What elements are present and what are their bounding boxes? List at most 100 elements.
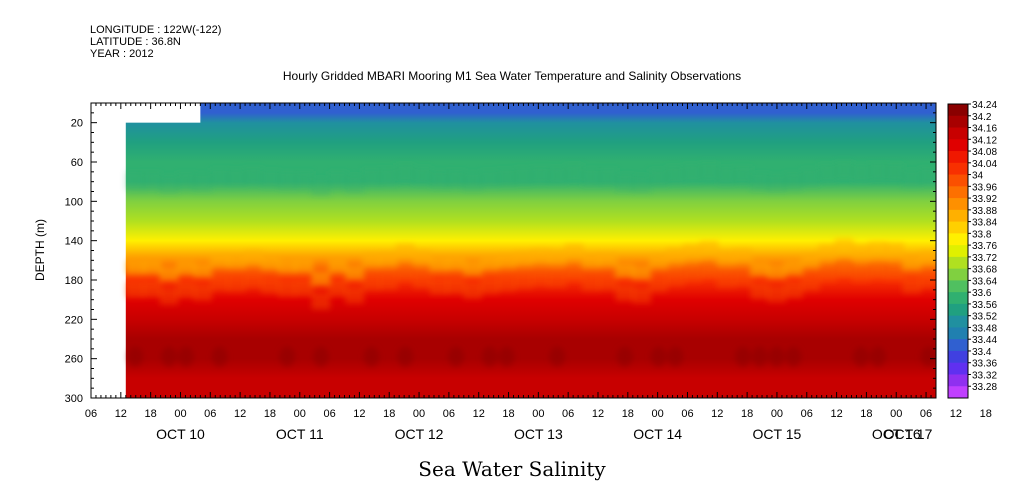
x-hour-tick-label: 06 bbox=[801, 408, 813, 420]
colorbar-label: 33.68 bbox=[972, 265, 997, 276]
colorbar-swatch bbox=[948, 186, 968, 199]
colorbar-label: 33.52 bbox=[972, 312, 997, 323]
colorbar-swatch bbox=[948, 280, 968, 293]
colorbar-swatch bbox=[948, 350, 968, 364]
x-hour-tick-label: 12 bbox=[353, 408, 365, 420]
y-tick-label: 300 bbox=[65, 393, 83, 405]
colorbar-label: 33.72 bbox=[972, 253, 997, 264]
x-hour-tick-label: 18 bbox=[264, 408, 276, 420]
x-hour-tick-label: 12 bbox=[115, 408, 127, 420]
x-hour-tick-label: 18 bbox=[741, 408, 753, 420]
x-hour-tick-label: 12 bbox=[711, 408, 723, 420]
colorbar-swatch bbox=[948, 174, 968, 187]
colorbar-swatch bbox=[948, 256, 968, 270]
y-tick-label: 140 bbox=[65, 236, 83, 248]
colorbar-label: 33.32 bbox=[972, 370, 997, 381]
colorbar-label: 33.96 bbox=[972, 182, 997, 193]
x-hour-tick-label: 06 bbox=[681, 408, 693, 420]
colorbar-swatch bbox=[948, 362, 968, 375]
y-axis: 20 60 100 140 180 220 260 300 bbox=[65, 102, 936, 405]
colorbar-swatch bbox=[948, 315, 968, 328]
x-day-label: OCT 10 bbox=[156, 426, 205, 442]
colorbar-swatch bbox=[948, 292, 968, 305]
colorbar-swatch bbox=[948, 327, 968, 340]
colorbar-label: 33.36 bbox=[972, 359, 997, 370]
colorbar-swatch bbox=[948, 268, 968, 281]
colorbar-swatch bbox=[948, 245, 968, 258]
x-day-label: OCT 12 bbox=[395, 426, 444, 442]
colorbar-swatch bbox=[948, 162, 968, 176]
colorbar-swatch bbox=[948, 151, 968, 164]
x-hour-tick-label: 00 bbox=[652, 408, 664, 420]
latitude-label: LATITUDE : 36.8N bbox=[90, 36, 181, 48]
x-hour-tick-label: 12 bbox=[950, 408, 962, 420]
colorbar-swatch bbox=[948, 386, 968, 399]
colorbar-swatch bbox=[948, 339, 968, 352]
x-hour-tick-label: 18 bbox=[502, 408, 514, 420]
x-hour-tick-label: 18 bbox=[860, 408, 872, 420]
x-hour-tick-label: 00 bbox=[532, 408, 544, 420]
missing-data-area bbox=[124, 103, 201, 123]
y-axis-label: DEPTH (m) bbox=[33, 219, 47, 281]
colorbar-label: 33.64 bbox=[972, 276, 997, 287]
x-day-label: OCT 13 bbox=[514, 426, 563, 442]
year-label: YEAR : 2012 bbox=[90, 48, 154, 60]
colorbar-label: 33.88 bbox=[972, 206, 997, 217]
x-day-label: OCT 14 bbox=[633, 426, 682, 442]
x-hour-tick-label: 00 bbox=[771, 408, 783, 420]
colorbar-swatch bbox=[948, 198, 968, 211]
longitude-label: LONGITUDE : 122W(-122) bbox=[90, 24, 222, 36]
colorbar-label: 33.48 bbox=[972, 323, 997, 334]
colorbar-label: 33.44 bbox=[972, 335, 997, 346]
x-hour-tick-label: 00 bbox=[174, 408, 186, 420]
colorbar-swatch bbox=[948, 221, 968, 234]
colorbar-label: 34 bbox=[972, 171, 984, 182]
colorbar-label: 33.84 bbox=[972, 218, 997, 229]
y-tick-label: 180 bbox=[65, 275, 83, 287]
colorbar-label: 34.16 bbox=[972, 124, 997, 135]
x-hour-tick-label: 06 bbox=[323, 408, 335, 420]
colorbar-label: 34.04 bbox=[972, 159, 997, 170]
salinity-variation-layer bbox=[125, 160, 936, 367]
colorbar-label: 33.4 bbox=[972, 347, 992, 358]
colorbar-swatch bbox=[948, 374, 968, 387]
colorbar-label: 34.2 bbox=[972, 112, 992, 123]
y-tick-label: 60 bbox=[71, 157, 83, 169]
colorbar-label: 33.76 bbox=[972, 241, 997, 252]
x-hour-tick-label: 06 bbox=[204, 408, 216, 420]
x-hour-tick-label: 18 bbox=[145, 408, 157, 420]
colorbar-label: 34.24 bbox=[972, 100, 997, 111]
x-hour-tick-label: 12 bbox=[473, 408, 485, 420]
x-hour-tick-label: 12 bbox=[234, 408, 246, 420]
x-day-label: OCT 17 bbox=[884, 426, 933, 442]
colorbar-swatch bbox=[948, 303, 968, 317]
x-hour-tick-label: 00 bbox=[890, 408, 902, 420]
x-hour-tick-label: 12 bbox=[592, 408, 604, 420]
x-day-label: OCT 11 bbox=[276, 426, 324, 442]
colorbar-label: 33.28 bbox=[972, 382, 997, 393]
colorbar: 34.2434.234.1634.1234.0834.043433.9633.9… bbox=[947, 100, 997, 399]
colorbar-label: 33.6 bbox=[972, 288, 992, 299]
x-axis: 06 12 18 00 06 12 18 00 06 12 18 00 06 12 18 00 06 12 18 00… bbox=[85, 103, 992, 442]
colorbar-swatch bbox=[948, 139, 968, 152]
colorbar-label: 34.08 bbox=[972, 147, 997, 158]
x-hour-tick-label: 18 bbox=[980, 408, 992, 420]
colorbar-label: 34.12 bbox=[972, 135, 997, 146]
x-hour-tick-label: 18 bbox=[383, 408, 395, 420]
y-tick-label: 20 bbox=[71, 118, 83, 130]
x-hour-tick-label: 06 bbox=[562, 408, 574, 420]
y-tick-label: 100 bbox=[65, 196, 83, 208]
y-tick-label: 260 bbox=[65, 354, 83, 366]
x-hour-tick-label: 00 bbox=[294, 408, 306, 420]
chart-title: Hourly Gridded MBARI Mooring M1 Sea Wate… bbox=[283, 69, 741, 83]
y-tick-label: 220 bbox=[65, 314, 83, 326]
colorbar-label: 33.8 bbox=[972, 229, 992, 240]
x-hour-tick-label: 06 bbox=[85, 408, 97, 420]
x-hour-tick-label: 06 bbox=[920, 408, 932, 420]
x-day-label: OCT 15 bbox=[753, 426, 802, 442]
colorbar-swatch bbox=[948, 104, 968, 117]
x-axis-label: Sea Water Salinity bbox=[418, 457, 606, 481]
x-hour-tick-label: 06 bbox=[443, 408, 455, 420]
colorbar-label: 33.56 bbox=[972, 300, 997, 311]
x-hour-tick-label: 00 bbox=[413, 408, 425, 420]
